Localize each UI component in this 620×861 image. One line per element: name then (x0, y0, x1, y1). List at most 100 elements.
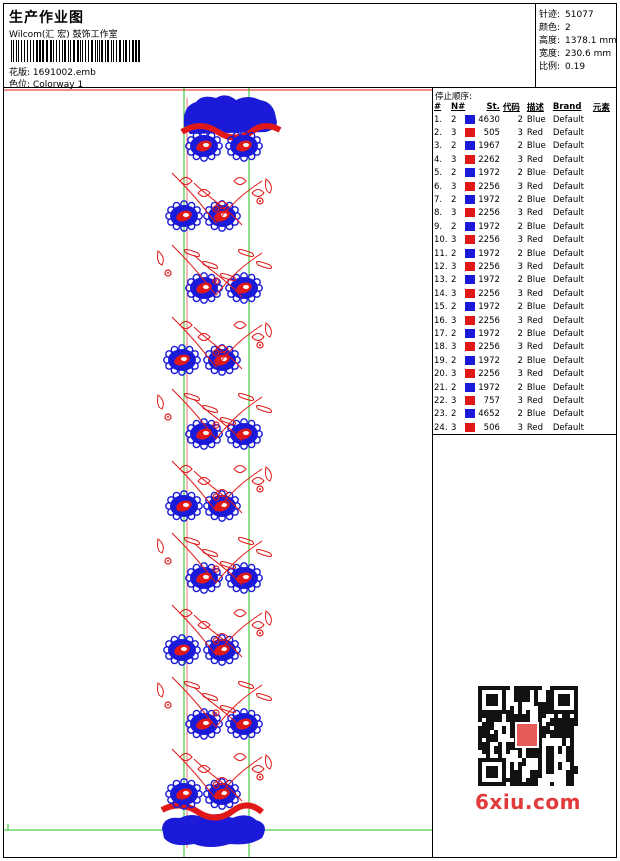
table-row: 15. 2 1972 2 Blue Default (434, 300, 610, 313)
needle-num: 2 (451, 328, 457, 339)
col-header-num: # (434, 102, 442, 112)
color-swatch-box (465, 422, 476, 432)
color-desc: Blue (526, 275, 546, 286)
stop-num: 23. (434, 409, 448, 420)
stop-num: 1. (434, 114, 443, 125)
table-row: 1. 2 4630 2 Blue Default (434, 113, 610, 126)
red-leaf (256, 693, 272, 701)
red-vine (171, 460, 263, 512)
thread-brand: Default (552, 409, 584, 420)
col-header-brand: Brand (552, 102, 582, 112)
flower-highlight (221, 213, 227, 217)
red-small-flower (164, 413, 172, 421)
color-code: 3 (517, 315, 523, 326)
flower-highlight (183, 503, 189, 507)
needle-num: 2 (451, 409, 457, 420)
red-leaf (233, 609, 247, 617)
color-swatch-box (465, 342, 476, 352)
flower-highlight (221, 791, 227, 795)
color-swatch-box (465, 328, 476, 338)
flower-highlight (243, 285, 249, 289)
color-swatch-box (465, 275, 476, 285)
color-swatch (465, 300, 478, 313)
red-small-flower-dot (215, 784, 217, 786)
red-small-flower-dot (167, 416, 169, 418)
flower-highlight (181, 647, 187, 651)
needle-num: 3 (451, 128, 457, 139)
stitch-count: 1972 (478, 302, 500, 313)
red-leaf (233, 177, 247, 185)
flower-highlight (221, 647, 227, 651)
table-row: 18. 3 2256 3 Red Default (434, 341, 610, 354)
element-cell (593, 113, 610, 126)
flower-highlight (181, 357, 187, 361)
flower-highlight (183, 791, 189, 795)
red-leaf (215, 777, 229, 785)
thread-brand: Default (552, 235, 584, 246)
element-cell (593, 327, 610, 340)
red-side-leaf (265, 466, 272, 482)
stitch-count: 4652 (478, 409, 500, 420)
thread-brand: Default (552, 288, 584, 299)
color-swatch (465, 421, 478, 434)
stitch-count: 1972 (478, 328, 500, 339)
table-row: 7. 2 1972 2 Blue Default (434, 193, 610, 206)
design-label: 花版: (9, 68, 31, 78)
col-header-desc: 描述 (526, 103, 544, 113)
red-small-flower-dot (259, 776, 261, 778)
red-small-flower-dot (215, 424, 217, 426)
stitch-count: 2256 (478, 288, 500, 299)
color-swatch (465, 394, 478, 407)
stitch-count: 506 (483, 422, 500, 433)
needle-num: 3 (451, 181, 457, 192)
red-vine (171, 604, 263, 656)
red-vine (171, 676, 263, 728)
stop-sequence-panel: 停止顺序: # N# St. 代码 描述 Brand 元素 1. 2 4630 2 Bl… (433, 88, 616, 857)
stop-num: 20. (434, 369, 448, 380)
red-leaf (179, 177, 193, 185)
table-row: 23. 2 4652 2 Blue Default (434, 408, 610, 421)
stitch-count: 757 (483, 395, 500, 406)
color-swatch (465, 247, 478, 260)
stop-num: 16. (434, 315, 448, 326)
element-cell (593, 193, 610, 206)
red-small-flower-dot (259, 344, 261, 346)
red-small-flower-dot (215, 568, 217, 570)
stop-num: 13. (434, 275, 448, 286)
color-desc: Red (526, 315, 544, 326)
design-file-line: 花版: 1691002.emb (9, 65, 96, 78)
red-leaf (238, 537, 254, 545)
color-swatch (465, 381, 478, 394)
stitch-count: 2256 (478, 208, 500, 219)
color-code: 3 (517, 261, 523, 272)
color-code: 2 (517, 248, 523, 259)
color-code: 2 (517, 114, 523, 125)
needle-num: 3 (451, 154, 457, 165)
table-row: 21. 2 1972 2 Blue Default (434, 381, 610, 394)
table-row: 6. 3 2256 3 Red Default (434, 180, 610, 193)
stitch-count: 1972 (478, 382, 500, 393)
stitch-count: 1967 (478, 141, 500, 152)
red-leaf (215, 489, 229, 497)
element-cell (593, 381, 610, 394)
table-row: 14. 3 2256 3 Red Default (434, 287, 610, 300)
table-row: 19. 2 1972 2 Blue Default (434, 354, 610, 367)
colorway-value: Colorway 1 (32, 80, 84, 90)
red-small-flower (212, 277, 220, 285)
red-leaf (251, 765, 265, 773)
col-header-swatch (465, 101, 478, 113)
color-code: 3 (517, 395, 523, 406)
color-desc: Blue (526, 382, 546, 393)
color-swatch (465, 113, 478, 126)
needle-num: 2 (451, 382, 457, 393)
red-small-flower (212, 637, 220, 645)
red-leaf (202, 405, 218, 413)
stop-num: 18. (434, 342, 448, 353)
color-desc: Red (526, 208, 544, 219)
red-leaf (256, 261, 272, 269)
color-swatch (465, 367, 478, 380)
element-cell (593, 260, 610, 273)
stitch-count: 1972 (478, 275, 500, 286)
table-row: 2. 3 505 3 Red Default (434, 126, 610, 139)
needle-num: 2 (451, 248, 457, 259)
